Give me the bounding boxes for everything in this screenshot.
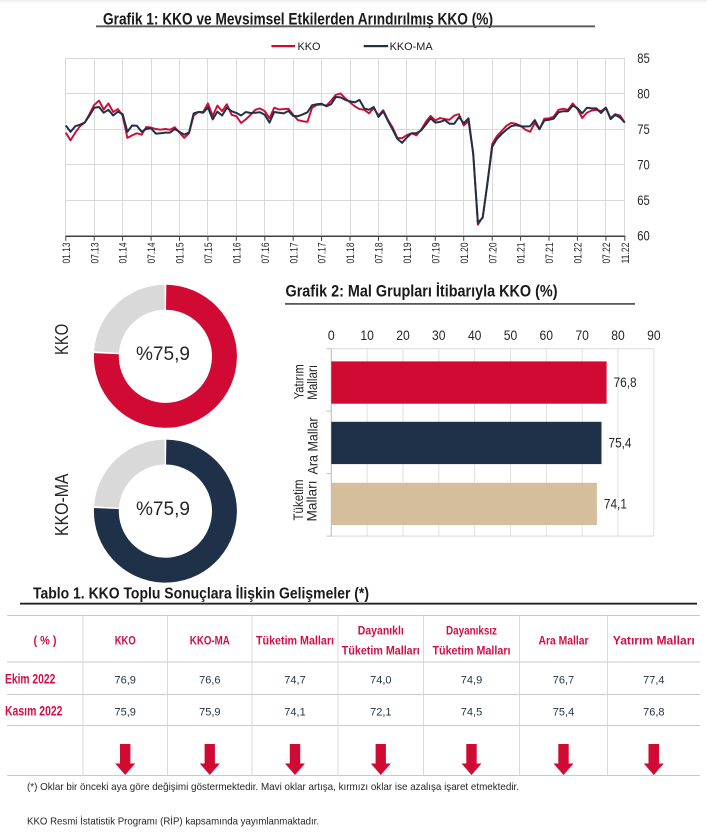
svg-text:Dayanıksız: Dayanıksız: [446, 624, 497, 638]
svg-text:07.21: 07.21: [544, 243, 556, 264]
svg-text:74,9: 74,9: [461, 675, 482, 687]
svg-text:75,9: 75,9: [199, 706, 220, 718]
svg-text:01.21: 01.21: [516, 243, 528, 264]
svg-text:01.15: 01.15: [175, 243, 187, 264]
svg-text:07.17: 07.17: [317, 243, 329, 264]
svg-text:65: 65: [637, 192, 650, 208]
svg-text:76,8: 76,8: [614, 374, 637, 390]
svg-text:11.22: 11.22: [620, 243, 632, 264]
svg-text:01.13: 01.13: [61, 243, 73, 264]
svg-text:Yatırım: Yatırım: [291, 364, 307, 399]
svg-text:80: 80: [611, 328, 625, 343]
svg-text:01.19: 01.19: [402, 243, 414, 264]
svg-text:07.15: 07.15: [203, 243, 215, 264]
svg-text:Tablo 1. KKO Toplu Sonuçlara İ: Tablo 1. KKO Toplu Sonuçlara İlişkin Gel…: [33, 586, 369, 603]
svg-text:( % ): ( % ): [34, 634, 57, 648]
svg-text:01.18: 01.18: [345, 243, 357, 264]
svg-text:75: 75: [637, 121, 650, 137]
svg-text:07.16: 07.16: [260, 243, 272, 264]
svg-text:Malları: Malları: [304, 365, 320, 400]
svg-text:KKO Resmi İstatistik Programı: KKO Resmi İstatistik Programı (RİP) kaps…: [27, 815, 319, 828]
svg-text:77,4: 77,4: [643, 675, 664, 687]
svg-text:07.13: 07.13: [89, 243, 101, 264]
svg-text:60: 60: [637, 228, 650, 244]
svg-text:70: 70: [575, 328, 589, 343]
svg-text:74,1: 74,1: [604, 495, 627, 511]
svg-text:KKO: KKO: [115, 634, 136, 648]
svg-text:07.20: 07.20: [487, 243, 499, 264]
svg-text:Yatırım Malları: Yatırım Malları: [613, 634, 695, 648]
svg-text:Dayanıklı: Dayanıklı: [358, 624, 404, 638]
svg-text:Kasım 2022: Kasım 2022: [5, 702, 63, 718]
svg-text:Ara Mallar: Ara Mallar: [539, 634, 589, 648]
svg-text:Tüketim Malları: Tüketim Malları: [342, 644, 420, 658]
svg-text:07.22: 07.22: [601, 243, 613, 264]
svg-text:40: 40: [468, 328, 482, 343]
svg-text:75,4: 75,4: [553, 706, 574, 718]
svg-text:01.14: 01.14: [118, 243, 130, 264]
svg-text:0: 0: [328, 328, 335, 343]
svg-text:76,9: 76,9: [114, 675, 135, 687]
svg-text:KKO-MA: KKO-MA: [190, 634, 230, 648]
svg-text:74,7: 74,7: [284, 675, 305, 687]
svg-text:50: 50: [504, 328, 518, 343]
svg-text:70: 70: [637, 157, 650, 173]
svg-text:(*) Oklar bir önceki aya göre: (*) Oklar bir önceki aya göre değişimi g…: [27, 782, 519, 793]
svg-text:76,6: 76,6: [199, 675, 220, 687]
svg-text:07.19: 07.19: [430, 243, 442, 264]
svg-text:KKO: KKO: [298, 41, 321, 53]
svg-text:%75,9: %75,9: [136, 498, 190, 520]
svg-text:01.20: 01.20: [459, 243, 471, 264]
svg-text:72,1: 72,1: [370, 706, 391, 718]
svg-text:75,4: 75,4: [609, 434, 632, 450]
svg-text:90: 90: [647, 328, 661, 343]
svg-text:Ara Mallar: Ara Mallar: [305, 417, 321, 474]
svg-text:80: 80: [637, 86, 650, 102]
svg-text:Grafik 2: Mal Grupları İtibarı: Grafik 2: Mal Grupları İtibarıyla KKO (%…: [286, 282, 558, 301]
svg-text:60: 60: [540, 328, 554, 343]
svg-text:76,7: 76,7: [553, 675, 574, 687]
svg-text:75,9: 75,9: [114, 706, 135, 718]
svg-text:85: 85: [637, 50, 650, 66]
svg-text:01.16: 01.16: [231, 243, 243, 264]
svg-text:01.22: 01.22: [573, 243, 585, 264]
svg-text:Grafik 1: KKO ve Mevsimsel Etk: Grafik 1: KKO ve Mevsimsel Etkilerden Ar…: [103, 9, 493, 28]
svg-text:76,8: 76,8: [643, 706, 664, 718]
svg-text:20: 20: [396, 328, 410, 343]
svg-text:74,5: 74,5: [461, 706, 482, 718]
svg-text:Tüketim Malları: Tüketim Malları: [256, 634, 334, 648]
svg-text:01.17: 01.17: [288, 243, 300, 264]
svg-text:74,1: 74,1: [284, 706, 305, 718]
svg-text:Ekim 2022: Ekim 2022: [5, 671, 55, 687]
svg-text:KKO-MA: KKO-MA: [390, 41, 434, 53]
svg-text:Tüketim Malları: Tüketim Malları: [433, 644, 511, 658]
svg-text:KKO-MA: KKO-MA: [52, 474, 72, 537]
svg-text:Tüketim: Tüketim: [290, 480, 306, 521]
svg-text:10: 10: [360, 328, 374, 343]
svg-text:07.18: 07.18: [374, 243, 386, 264]
svg-text:%75,9: %75,9: [136, 343, 190, 365]
svg-text:Malları: Malları: [304, 481, 320, 522]
svg-text:74,0: 74,0: [370, 675, 391, 687]
svg-text:KKO: KKO: [52, 324, 72, 355]
svg-text:30: 30: [432, 328, 446, 343]
svg-text:07.14: 07.14: [146, 243, 158, 264]
